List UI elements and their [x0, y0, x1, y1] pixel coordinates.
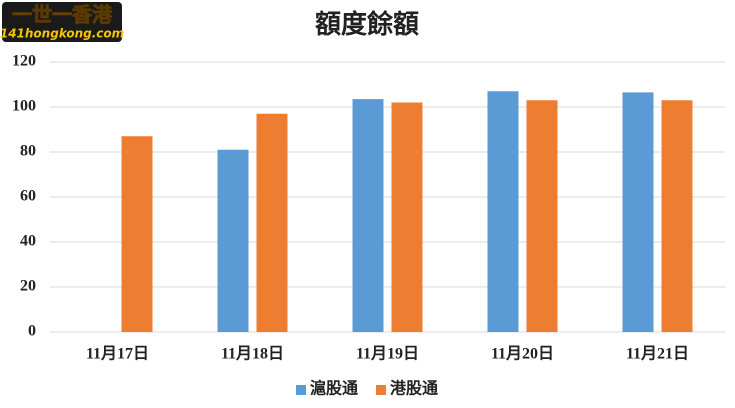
chart-title: 額度餘額	[315, 9, 419, 39]
x-tick-label: 11月21日	[626, 345, 689, 363]
logo-url: 141hongkong.com	[0, 27, 124, 41]
bar	[121, 136, 153, 332]
bar	[661, 100, 693, 332]
bar	[256, 113, 288, 332]
y-tick-label: 0	[28, 323, 36, 340]
y-tick-label: 80	[20, 143, 36, 160]
legend-label: 滬股通	[310, 379, 358, 398]
x-tick-label: 11月18日	[221, 345, 284, 363]
legend-swatch	[296, 385, 306, 395]
x-tick-label: 11月19日	[356, 345, 419, 363]
x-tick-label: 11月17日	[86, 345, 149, 363]
bar	[352, 99, 384, 332]
bar	[526, 100, 558, 332]
legend-label: 港股通	[390, 379, 438, 398]
y-tick-label: 60	[20, 188, 36, 205]
logo-title: 一世一香港	[12, 3, 113, 27]
y-tick-label: 20	[20, 278, 36, 295]
bar	[391, 102, 423, 332]
y-tick-label: 120	[12, 53, 36, 70]
y-tick-label: 100	[12, 98, 36, 115]
y-tick-label: 40	[20, 233, 36, 250]
logo-box	[2, 2, 122, 42]
x-tick-label: 11月20日	[491, 345, 554, 363]
bar	[487, 91, 519, 332]
bar	[217, 149, 249, 332]
legend-swatch	[376, 385, 387, 395]
bar	[622, 92, 654, 332]
